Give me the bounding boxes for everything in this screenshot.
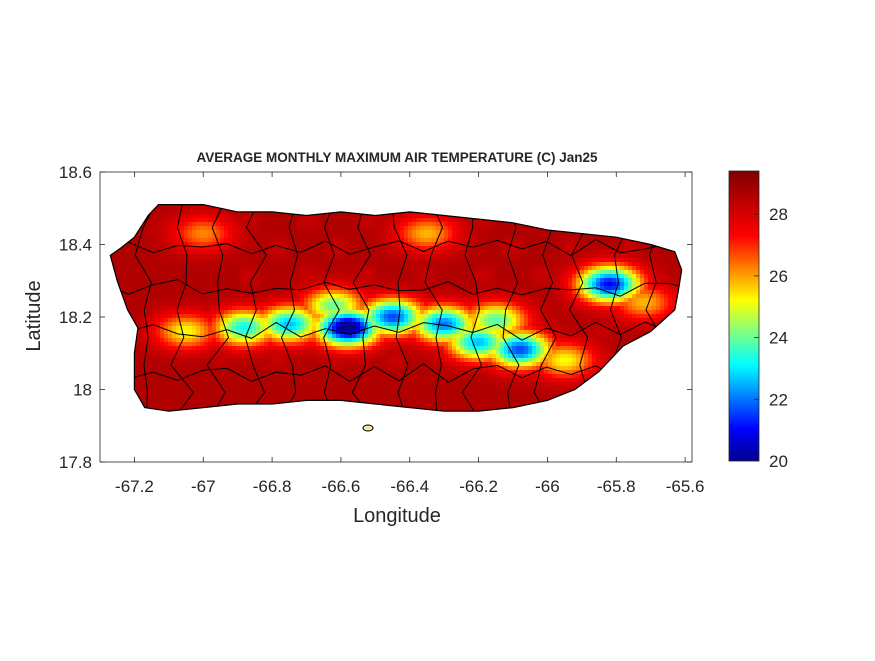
y-tick-label: 18: [73, 381, 92, 400]
y-axis-label: Latitude: [23, 280, 45, 351]
colorbar-ticks: 20 22 24 26 28: [754, 205, 788, 471]
x-tick-label: -65.8: [597, 477, 636, 496]
x-tick-label: -66.4: [390, 477, 429, 496]
y-tick-label: 18.6: [59, 163, 92, 182]
chart-title: AVERAGE MONTHLY MAXIMUM AIR TEMPERATURE …: [196, 150, 598, 165]
y-axis: 17.8 18 18.2 18.4 18.6: [59, 163, 692, 472]
temperature-field: [110, 204, 682, 412]
y-tick-label: 17.8: [59, 453, 92, 472]
colorbar-tick-label: 28: [769, 205, 788, 224]
x-tick-label: -66: [535, 477, 560, 496]
colorbar-tick-label: 20: [769, 452, 788, 471]
island-caja-de-muertos: [362, 424, 374, 432]
y-tick-label: 18.4: [59, 236, 92, 255]
x-tick-label: -67: [191, 477, 216, 496]
x-tick-label: -67.2: [115, 477, 154, 496]
colorbar-tick-label: 26: [769, 267, 788, 286]
x-tick-label: -65.6: [666, 477, 705, 496]
coastline: [109, 204, 683, 412]
x-tick-label: -66.6: [322, 477, 361, 496]
colorbar-tick-label: 22: [769, 390, 788, 409]
x-tick-label: -66.8: [253, 477, 292, 496]
y-tick-label: 18.2: [59, 308, 92, 327]
colorbar: [728, 170, 760, 462]
x-axis: -67.2 -67 -66.8 -66.6 -66.4 -66.2 -66 -65.8 -65.…: [115, 172, 704, 496]
colorbar-tick-label: 24: [769, 329, 788, 348]
x-tick-label: -66.2: [459, 477, 498, 496]
x-axis-label: Longitude: [353, 505, 441, 527]
